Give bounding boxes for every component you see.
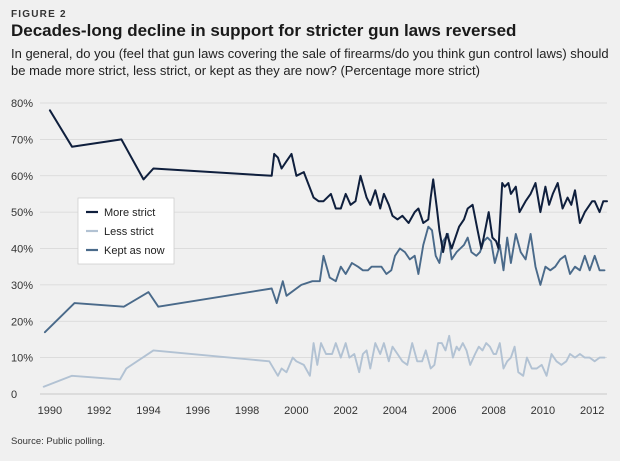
y-tick-label: 60% xyxy=(11,171,33,183)
y-tick-label: 40% xyxy=(11,244,33,256)
x-tick-label: 1996 xyxy=(186,405,210,417)
chart-title: Decades-long decline in support for stri… xyxy=(11,21,517,40)
figure-label: FIGURE 2 xyxy=(11,9,67,20)
legend: More strict Less strict Kept as now xyxy=(77,197,175,265)
y-tick-label: 50% xyxy=(11,207,33,219)
y-tick-label: 80% xyxy=(11,98,33,110)
y-tick-label: 70% xyxy=(11,134,33,146)
y-tick-label: 0 xyxy=(11,389,17,401)
x-tick-label: 2004 xyxy=(383,405,407,417)
y-tick-label: 10% xyxy=(11,353,33,365)
legend-label: Kept as now xyxy=(104,245,165,257)
legend-label: More strict xyxy=(104,207,155,219)
y-axis-tick-labels: 0 10% 20% 30% 40% 50% 60% 70% 80% xyxy=(11,98,33,401)
x-tick-label: 1994 xyxy=(136,405,160,417)
y-tick-label: 30% xyxy=(11,280,33,292)
chart-subtitle: In general, do you (feel that gun laws c… xyxy=(11,46,609,78)
series-line-kept-as-now xyxy=(43,225,606,334)
series-lines xyxy=(42,109,608,388)
x-tick-label: 1990 xyxy=(38,405,62,417)
source-note: Source: Public polling. xyxy=(11,436,105,447)
x-tick-label: 2000 xyxy=(284,405,308,417)
x-axis-tick-labels: 1990 1992 1994 1996 1998 2000 2002 2004 2006 2008… xyxy=(38,405,605,417)
series-line-more-strict xyxy=(48,109,608,254)
x-tick-label: 2006 xyxy=(432,405,456,417)
series-line-less-strict xyxy=(42,334,606,388)
y-tick-label: 20% xyxy=(11,316,33,328)
x-tick-label: 2008 xyxy=(481,405,505,417)
x-tick-label: 2012 xyxy=(580,405,604,417)
x-tick-label: 2010 xyxy=(531,405,555,417)
x-tick-label: 2002 xyxy=(333,405,357,417)
legend-label: Less strict xyxy=(104,226,154,238)
x-tick-label: 1998 xyxy=(235,405,259,417)
x-tick-label: 1992 xyxy=(87,405,111,417)
